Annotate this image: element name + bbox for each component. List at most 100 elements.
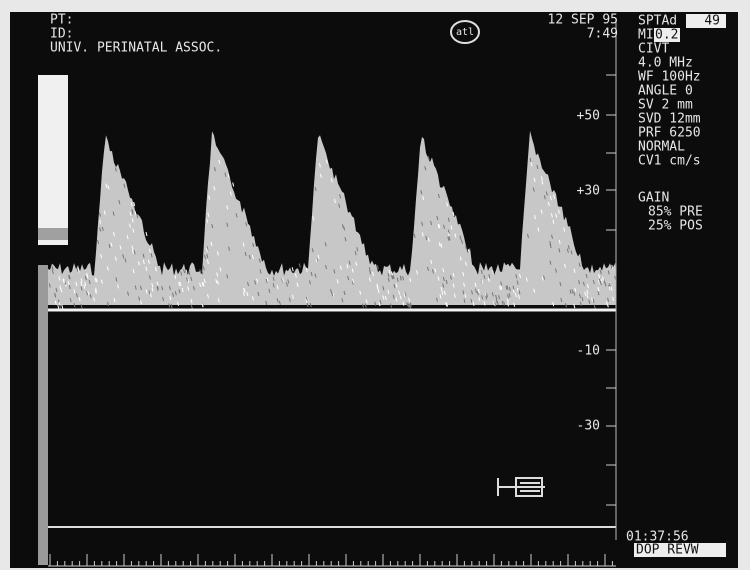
- spectrum-speck: [391, 274, 394, 280]
- spectrum-speck: [216, 272, 219, 277]
- spectrum-speck: [496, 301, 499, 306]
- spectrum-speck: [555, 213, 558, 218]
- spectrum-speck: [376, 265, 379, 270]
- spectrum-speck: [480, 269, 483, 275]
- spectrum-speck: [427, 237, 430, 242]
- spectrum-speck: [355, 261, 358, 266]
- spectrum-speck: [75, 293, 78, 298]
- mode-highlight: [634, 543, 726, 557]
- spectrum-speck: [312, 216, 315, 221]
- spectrum-speck: [491, 292, 494, 297]
- spectrum-speck: [201, 303, 204, 308]
- spectrum-speck: [154, 267, 157, 272]
- spectrum-speck: [599, 280, 602, 286]
- spectrum-speck: [136, 213, 139, 219]
- spectrum-speck: [232, 182, 235, 187]
- spectrum-speck: [324, 242, 327, 247]
- spectrum-speck: [208, 195, 211, 200]
- spectrum-speck: [474, 282, 477, 287]
- spectrum-speck: [579, 293, 581, 298]
- sptad-label: SPTAd: [638, 14, 677, 29]
- spectrum-speck: [201, 270, 204, 275]
- spectrum-speck: [465, 261, 467, 266]
- spectrum-speck: [500, 281, 503, 286]
- spectrum-speck: [178, 281, 181, 287]
- spectrum-speck: [247, 281, 250, 287]
- spectrum-speck: [75, 281, 78, 287]
- spectrum-speck: [199, 282, 202, 287]
- spectrum-speck: [94, 277, 97, 282]
- spectrum-speck: [387, 277, 390, 282]
- spectrum-speck: [402, 276, 405, 281]
- spectrum-speck: [487, 277, 490, 283]
- mi-value: 0.2: [655, 28, 678, 43]
- spectrum-speck: [408, 297, 411, 302]
- spectrum-speck: [62, 278, 65, 283]
- spectrum-speck: [101, 226, 104, 231]
- institution: UNIV. PERINATAL ASSOC.: [50, 41, 222, 56]
- spectrum-speck: [426, 266, 429, 272]
- spectrum-speck: [119, 245, 122, 250]
- spectrum-speck: [440, 286, 443, 292]
- spectrum-speck: [133, 201, 136, 207]
- spectrum-speck: [59, 304, 62, 310]
- spectrum-speck: [550, 213, 553, 218]
- spectrum-speck: [107, 185, 110, 190]
- spectrum-speck: [530, 162, 533, 167]
- spectrum-speck: [336, 279, 339, 284]
- spectrum-speck: [532, 187, 535, 192]
- spectrum-speck: [88, 279, 91, 285]
- spectrum-speck: [174, 291, 177, 296]
- spectrum-speck: [500, 285, 503, 290]
- spectrum-speck: [228, 246, 231, 251]
- spectrum-speck: [470, 290, 473, 295]
- spectrum-speck: [563, 227, 566, 232]
- spectrum-speck: [341, 298, 344, 303]
- spectrum-speck: [218, 159, 221, 165]
- spectrum-speck: [543, 275, 546, 280]
- spectrum-speck: [387, 272, 390, 278]
- spectrum-speck: [598, 273, 601, 279]
- spectrum-speck: [552, 302, 555, 307]
- spectrum-speck: [447, 217, 450, 222]
- setting-line: SVD 12mm: [638, 112, 701, 127]
- spectrum-speck: [124, 258, 127, 263]
- spectrum-speck: [566, 248, 569, 253]
- spectrum-speck: [333, 269, 336, 274]
- spectrum-speck: [185, 269, 188, 274]
- spectrum-speck: [459, 256, 462, 261]
- spectrum-speck: [77, 268, 80, 273]
- spectrum-speck: [476, 291, 479, 296]
- spectrum-speck: [246, 292, 249, 297]
- spectrum-speck: [190, 276, 193, 282]
- spectrum-speck: [501, 300, 504, 306]
- spectrum-speck: [537, 227, 540, 232]
- spectrum-speck: [573, 268, 576, 273]
- spectrum-speck: [211, 224, 214, 229]
- spectrum-speck: [94, 289, 97, 294]
- spectrum-speck: [54, 300, 57, 305]
- spectrum-speck: [421, 232, 424, 237]
- spectrum-speck: [554, 268, 557, 273]
- spectrum-speck: [483, 274, 486, 280]
- spectrum-speck: [459, 235, 462, 240]
- spectrum-speck: [291, 294, 294, 299]
- spectrum-speck: [226, 222, 229, 227]
- spectrum-speck: [84, 281, 87, 286]
- spectrum-speck: [507, 302, 509, 307]
- spectrum-speck: [388, 269, 391, 274]
- spectrum-speck: [151, 282, 154, 288]
- spectrum-speck: [452, 283, 455, 288]
- spectrum-speck: [306, 297, 309, 302]
- spectrum-speck: [64, 280, 67, 285]
- spectrum-speck: [427, 155, 430, 161]
- spectrum-speck: [99, 227, 102, 232]
- spectrum-speck: [112, 231, 115, 237]
- spectrum-speck: [276, 298, 279, 303]
- spectrum-speck: [564, 303, 567, 308]
- spectrum-speck: [525, 277, 528, 282]
- spectrum-speck: [131, 249, 134, 254]
- spectrum-speck: [149, 292, 152, 298]
- spectrum-speck: [180, 271, 183, 276]
- spectrum-speck: [215, 279, 218, 284]
